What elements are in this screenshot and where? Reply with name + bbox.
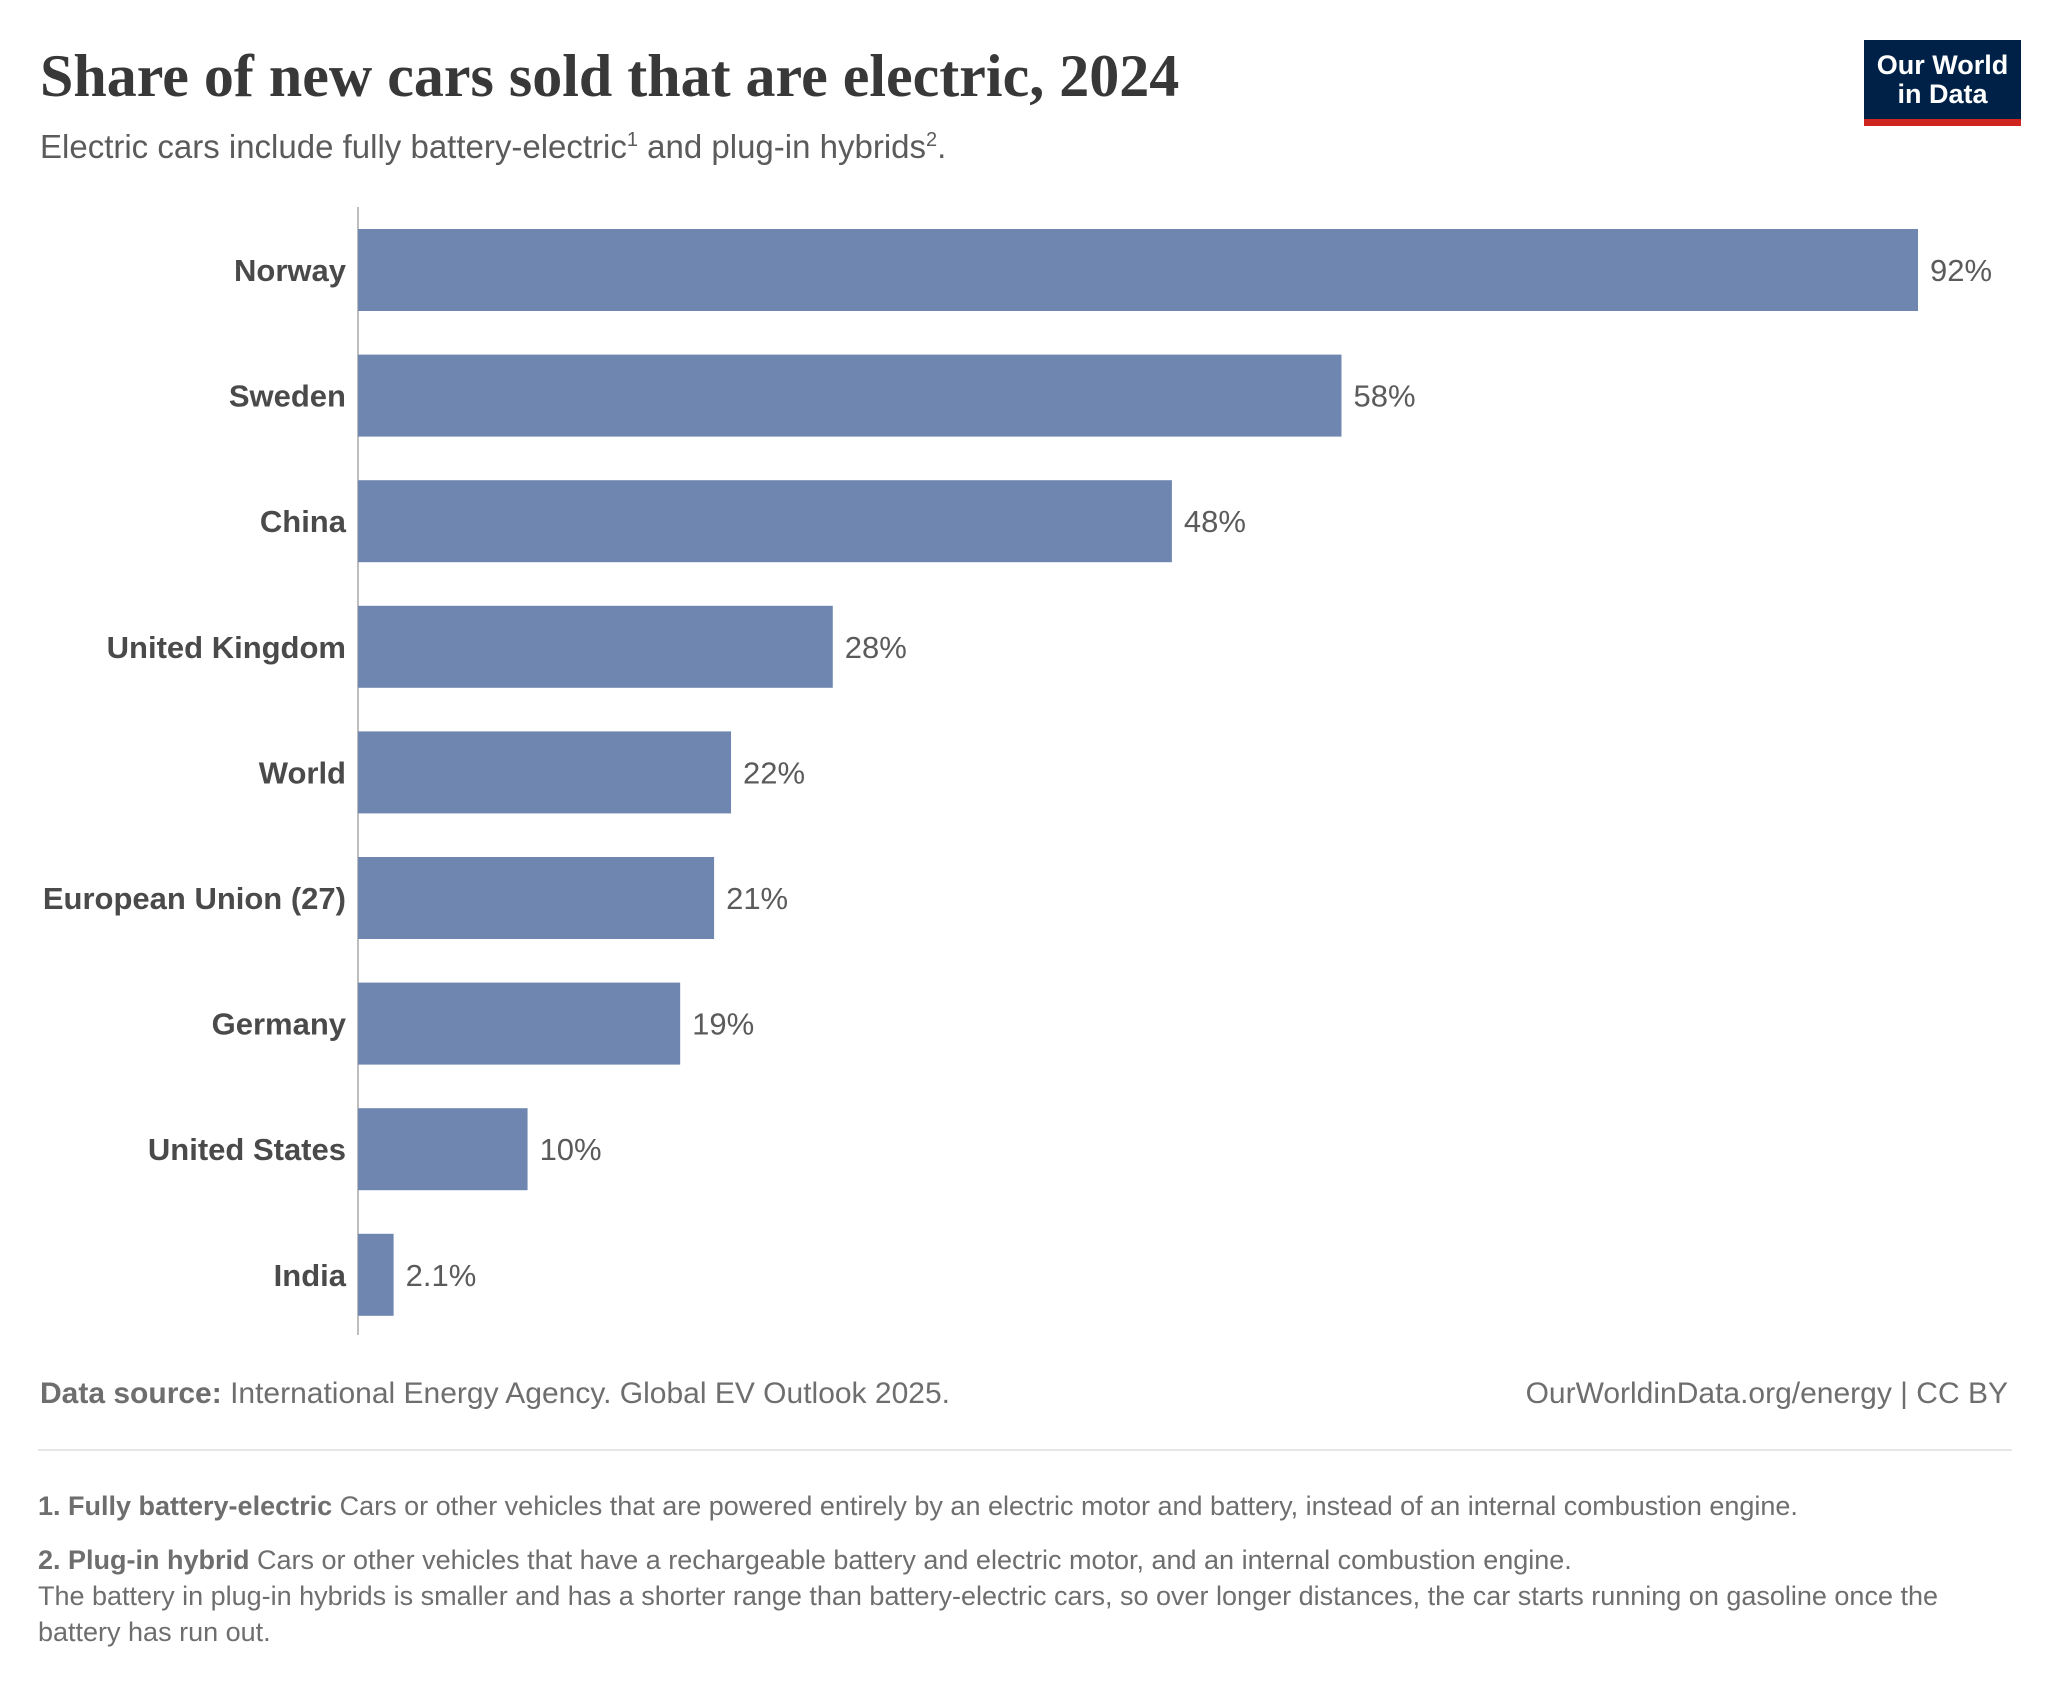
footnote-1-text: Cars or other vehicles that are powered …	[332, 1491, 1798, 1521]
category-label-united-states: United States	[148, 1132, 346, 1167]
category-label-germany: Germany	[212, 1007, 347, 1042]
value-label-germany: 19%	[692, 1007, 754, 1042]
footnotes: 1. Fully battery-electric Cars or other …	[38, 1488, 2008, 1668]
data-source: Data source: International Energy Agency…	[40, 1374, 950, 1414]
bar-india[interactable]	[358, 1233, 394, 1316]
value-label-norway: 92%	[1930, 253, 1992, 288]
category-label-united-kingdom: United Kingdom	[107, 630, 346, 665]
value-label-india: 2.1%	[406, 1258, 477, 1293]
subtitle-text-3: .	[937, 128, 947, 165]
chart-subtitle: Electric cars include fully battery-elec…	[40, 124, 1840, 170]
category-label-european-union-27: European Union (27)	[43, 881, 346, 916]
footnote-1: 1. Fully battery-electric Cars or other …	[38, 1488, 2008, 1524]
chart-title: Share of new cars sold that are electric…	[40, 43, 1180, 109]
category-label-sweden: Sweden	[229, 379, 346, 414]
bars-group: Norway 92% Sweden 58% China 48% United Kingdom…	[43, 229, 1992, 1316]
owid-logo[interactable]: Our World in Data	[1864, 40, 2021, 126]
value-label-european-union-27: 21%	[726, 881, 788, 916]
bar-china[interactable]	[358, 480, 1172, 563]
footnote-ref-1[interactable]: 1	[626, 129, 638, 151]
subtitle-text-1: Electric cars include fully battery-elec…	[40, 128, 627, 165]
bar-united-kingdom[interactable]	[358, 605, 833, 688]
footer-divider	[38, 1449, 2012, 1451]
logo-line-1: Our World	[1876, 49, 2009, 80]
value-label-united-states: 10%	[540, 1132, 602, 1167]
logo-line-2: in Data	[1897, 78, 1988, 109]
bar-world[interactable]	[358, 731, 732, 814]
category-label-world: World	[259, 755, 346, 790]
category-label-norway: Norway	[234, 253, 347, 288]
footnote-1-term: 1. Fully battery-electric	[38, 1491, 333, 1521]
bar-sweden[interactable]	[358, 354, 1342, 437]
credit-link[interactable]: OurWorldinData.org/energy | CC BY	[1525, 1377, 2008, 1410]
value-label-world: 22%	[743, 755, 805, 790]
data-source-label: Data source:	[40, 1377, 222, 1410]
footnote-ref-2[interactable]: 2	[926, 129, 938, 151]
bar-norway[interactable]	[358, 229, 1918, 311]
footnote-2-term: 2. Plug-in hybrid	[38, 1545, 250, 1575]
value-label-united-kingdom: 28%	[845, 630, 907, 665]
bar-germany[interactable]	[358, 982, 681, 1065]
bar-chart: Norway 92% Sweden 58% China 48% United Kingdom…	[43, 207, 1992, 1335]
bar-united-states[interactable]	[358, 1108, 528, 1191]
value-label-china: 48%	[1184, 504, 1246, 539]
value-label-sweden: 58%	[1353, 379, 1415, 414]
bar-european-union-27[interactable]	[358, 857, 715, 939]
data-source-text: International Energy Agency. Global EV O…	[221, 1377, 950, 1410]
footnote-2-text: Cars or other vehicles that have a recha…	[249, 1545, 1572, 1575]
category-label-china: China	[260, 504, 347, 539]
subtitle-text-2: and plug-in hybrids	[638, 128, 927, 165]
footnote-2-extra: The battery in plug-in hybrids is smalle…	[38, 1581, 1938, 1647]
footnote-2: 2. Plug-in hybrid Cars or other vehicles…	[38, 1542, 2008, 1650]
category-label-india: India	[274, 1258, 347, 1293]
